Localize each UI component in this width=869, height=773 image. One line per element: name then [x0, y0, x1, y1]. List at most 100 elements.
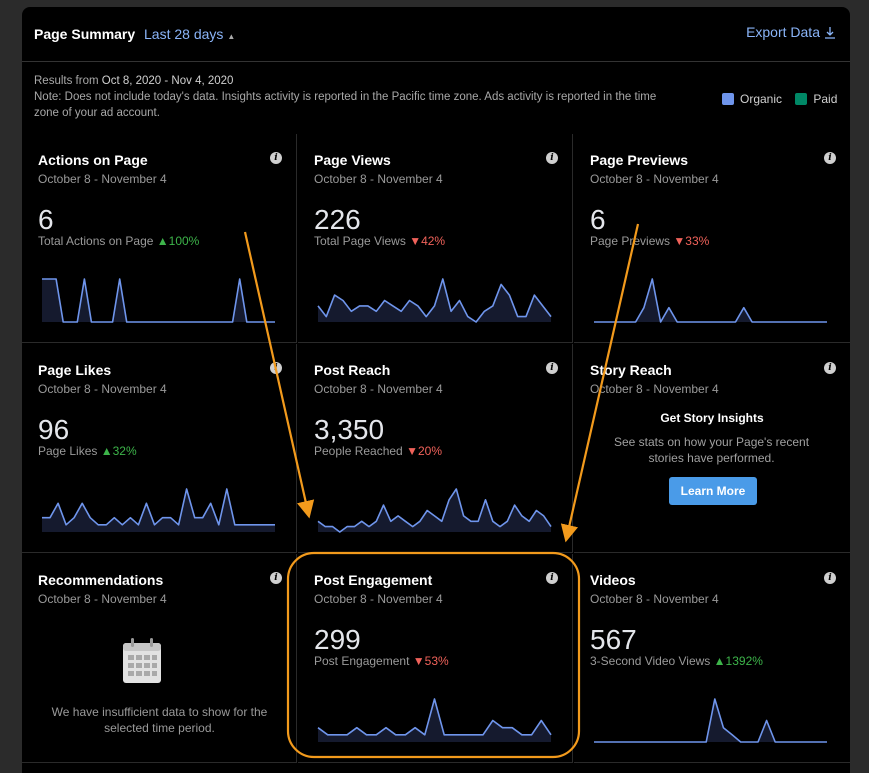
card-date: October 8 - November 4 [314, 172, 443, 186]
card-story-reach: Story Reach October 8 - November 4 i Get… [574, 344, 850, 553]
views-sparkline [317, 278, 552, 323]
story-insights-heading: Get Story Insights [660, 411, 764, 425]
info-icon[interactable]: i [270, 572, 282, 584]
card-value: 6 [590, 204, 606, 235]
change-down-indicator: ▼︎53% [412, 654, 449, 668]
metric-label: People Reached [314, 444, 403, 458]
card-title: Post Reach [314, 362, 391, 378]
results-range: Oct 8, 2020 - Nov 4, 2020 [101, 75, 234, 87]
card-title: Post Engagement [314, 572, 433, 588]
card-value: 567 [590, 624, 637, 655]
card-post-engagement[interactable]: Post Engagement October 8 - November 4 i… [298, 554, 573, 763]
change-value: 100% [168, 234, 200, 248]
insufficient-data-message: We have insufficient data to show for th… [51, 705, 268, 735]
info-icon[interactable]: i [546, 362, 558, 374]
card-value: 6 [38, 204, 54, 235]
sparkline-area [318, 489, 551, 532]
info-icon[interactable]: i [546, 572, 558, 584]
change-value: 42% [421, 234, 446, 248]
card-metric: Post Engagement ▼︎53% [314, 654, 449, 668]
sparkline-organic-line [42, 278, 275, 323]
paid-swatch [795, 93, 808, 105]
info-icon[interactable]: i [270, 362, 282, 374]
results-prefix: Results from [34, 75, 102, 87]
reach-sparkline [317, 488, 552, 533]
card-title: Actions on Page [38, 152, 148, 168]
card-value: 96 [38, 414, 70, 445]
card-actions-on-page[interactable]: Actions on Page October 8 - November 4 i… [22, 134, 297, 343]
card-date: October 8 - November 4 [38, 592, 167, 606]
card-date: October 8 - November 4 [590, 172, 719, 186]
metrics-grid: Actions on Page October 8 - November 4 i… [22, 134, 850, 773]
card-date: October 8 - November 4 [314, 382, 443, 396]
info-icon[interactable]: i [824, 362, 836, 374]
card-date: October 8 - November 4 [590, 382, 719, 396]
card-value: 299 [314, 624, 361, 655]
organic-swatch [722, 93, 734, 105]
card-value: 3,350 [314, 414, 385, 445]
metric-label: 3-Second Video Views [590, 654, 711, 668]
metric-label: Page Previews [590, 234, 671, 248]
card-metric: People Reached ▼︎20% [314, 444, 442, 458]
actions-sparkline [42, 278, 275, 323]
learn-more-button[interactable]: Learn More [669, 477, 757, 505]
change-down-indicator: ▼︎42% [409, 234, 446, 248]
legend-organic: Organic [722, 92, 782, 106]
card-title: Story Reach [590, 362, 672, 378]
change-value: 33% [685, 234, 710, 248]
card-metric: Page Likes ▲︎32% [38, 444, 137, 458]
likes-sparkline [42, 488, 275, 532]
results-notes: Results from Oct 8, 2020 - Nov 4, 2020 N… [34, 73, 674, 121]
card-title: Page Views [314, 152, 391, 168]
card-title: Recommendations [38, 572, 164, 588]
card-page-likes[interactable]: Page Likes October 8 - November 4 i 96 P… [22, 344, 297, 553]
card-title: Page Likes [38, 362, 112, 378]
card-date: October 8 - November 4 [590, 592, 719, 606]
metric-label: Post Engagement [314, 654, 410, 668]
card-recommendations: Recommendations October 8 - November 4 i… [22, 554, 297, 763]
info-icon[interactable]: i [546, 152, 558, 164]
page-title: Page Summary [34, 26, 136, 42]
card-date: October 8 - November 4 [38, 172, 167, 186]
sparkline-organic-line [317, 488, 552, 533]
sparkline-organic-line [594, 278, 827, 323]
legend-paid: Paid [795, 92, 837, 106]
card-post-reach[interactable]: Post Reach October 8 - November 4 i 3,35… [298, 344, 573, 553]
story-insights-text: See stats on how your Page's recent stor… [613, 435, 810, 465]
sparkline-area [318, 279, 551, 322]
previews-sparkline [594, 278, 827, 323]
calendar-icon [123, 638, 161, 683]
videos-sparkline [594, 698, 827, 743]
card-metric: Total Page Views ▼︎42% [314, 234, 445, 248]
sparkline-organic-line [594, 698, 827, 743]
card-metric: Page Previews ▼︎33% [590, 234, 709, 248]
page-summary-panel: Page Summary Last 28 days ▲︎ Export Data … [22, 7, 850, 773]
change-up-indicator: ▲︎32% [100, 444, 137, 458]
metric-label: Total Page Views [314, 234, 406, 248]
change-value: 53% [424, 654, 449, 668]
card-metric: Total Actions on Page ▲︎100% [38, 234, 199, 248]
legend-paid-label: Paid [813, 92, 838, 106]
date-range-selector[interactable]: Last 28 days ▲︎ [144, 26, 235, 42]
engagement-sparkline [317, 698, 552, 742]
card-date: October 8 - November 4 [38, 382, 167, 396]
export-data-link[interactable]: Export Data [746, 24, 836, 40]
metric-label: Page Likes [38, 444, 98, 458]
download-icon [825, 27, 835, 39]
info-icon[interactable]: i [270, 152, 282, 164]
card-date: October 8 - November 4 [314, 592, 443, 606]
info-icon[interactable]: i [824, 152, 836, 164]
change-up-indicator: ▲︎1392% [713, 654, 763, 668]
sparkline-organic-line [42, 488, 275, 526]
sparkline-organic-line [317, 278, 552, 323]
info-icon[interactable]: i [824, 572, 836, 584]
export-label: Export Data [746, 24, 820, 40]
legend-organic-label: Organic [740, 92, 783, 106]
card-videos[interactable]: Videos October 8 - November 4 i 567 3-Se… [574, 554, 850, 763]
change-down-indicator: ▼︎20% [406, 444, 442, 458]
card-title: Videos [590, 572, 636, 588]
card-page-views[interactable]: Page Views October 8 - November 4 i 226 … [298, 134, 573, 343]
sparkline-area [318, 699, 551, 742]
card-page-previews[interactable]: Page Previews October 8 - November 4 i 6… [574, 134, 850, 343]
card-metric: 3-Second Video Views ▲︎1392% [590, 654, 763, 668]
